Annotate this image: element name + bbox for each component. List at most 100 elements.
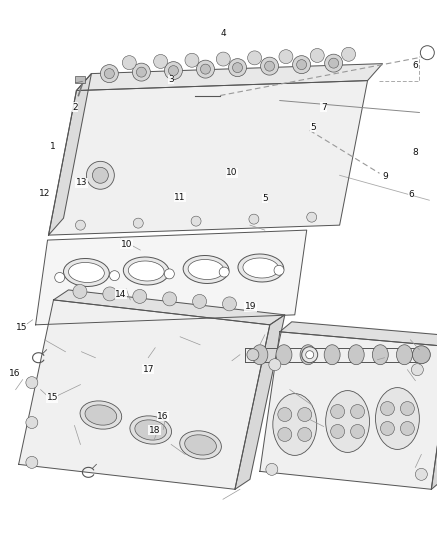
Text: 7: 7 [321,103,327,111]
Text: 10: 10 [121,240,132,249]
Circle shape [73,285,87,298]
Ellipse shape [324,345,340,365]
Ellipse shape [188,260,224,279]
Circle shape [164,62,182,79]
Ellipse shape [252,345,268,365]
Polygon shape [19,300,270,489]
Text: 2: 2 [72,103,78,111]
Ellipse shape [80,401,122,429]
Bar [75,76,85,83]
Circle shape [164,269,174,279]
Ellipse shape [348,345,364,365]
Circle shape [381,401,395,416]
Circle shape [420,46,434,60]
Circle shape [154,54,168,68]
Circle shape [201,64,210,74]
Text: 8: 8 [413,148,418,157]
Ellipse shape [372,345,389,365]
Circle shape [310,49,324,62]
Circle shape [132,63,150,81]
Circle shape [298,427,312,441]
Circle shape [331,405,345,418]
Circle shape [350,405,364,418]
Circle shape [269,359,281,370]
Text: 13: 13 [76,178,87,187]
Circle shape [415,469,427,480]
Circle shape [122,55,136,70]
Circle shape [279,50,293,63]
Circle shape [229,59,247,77]
Ellipse shape [124,257,169,285]
Circle shape [400,422,414,435]
Circle shape [219,267,229,277]
Circle shape [162,292,177,306]
Circle shape [278,427,292,441]
Text: 11: 11 [174,193,185,202]
Circle shape [265,61,275,71]
Circle shape [193,294,207,309]
Circle shape [247,51,261,65]
Circle shape [104,69,114,78]
Polygon shape [49,80,367,235]
Ellipse shape [180,431,221,459]
Text: 5: 5 [310,123,316,132]
Circle shape [197,60,215,78]
Text: 16: 16 [9,369,21,378]
Ellipse shape [183,255,229,284]
Circle shape [293,55,311,74]
Circle shape [223,297,237,311]
Circle shape [86,161,114,189]
Circle shape [307,212,317,222]
Circle shape [133,289,147,303]
Circle shape [278,408,292,422]
Text: 19: 19 [245,302,256,311]
Ellipse shape [273,393,317,455]
Ellipse shape [238,254,284,282]
Circle shape [297,60,307,70]
Circle shape [411,364,424,376]
Circle shape [261,57,279,75]
Circle shape [325,54,343,72]
Circle shape [133,218,143,228]
Text: 15: 15 [15,323,27,332]
Circle shape [331,424,345,439]
Circle shape [400,401,414,416]
Text: 14: 14 [115,289,127,298]
Ellipse shape [64,259,110,286]
Polygon shape [260,332,438,489]
Ellipse shape [185,435,216,455]
Ellipse shape [375,387,419,449]
Circle shape [381,422,395,435]
Text: 16: 16 [157,412,169,421]
Ellipse shape [130,416,172,444]
Circle shape [110,271,120,281]
Text: 5: 5 [262,194,268,203]
Circle shape [249,214,259,224]
Circle shape [185,53,199,67]
Polygon shape [77,63,382,91]
Text: 3: 3 [168,75,174,84]
Text: 15: 15 [46,393,58,402]
Circle shape [298,408,312,422]
Circle shape [26,377,38,389]
Ellipse shape [396,345,413,365]
Circle shape [413,346,430,364]
Text: 4: 4 [221,29,226,38]
Circle shape [247,349,259,361]
Text: 1: 1 [50,142,56,151]
Ellipse shape [68,262,104,282]
Circle shape [266,463,278,475]
Text: 12: 12 [39,189,50,198]
Text: 9: 9 [382,172,388,181]
Circle shape [136,67,146,77]
Ellipse shape [85,405,117,425]
Polygon shape [235,315,285,489]
Ellipse shape [128,261,164,281]
Circle shape [216,52,230,66]
Ellipse shape [300,345,316,365]
Text: 6: 6 [408,190,414,199]
Circle shape [103,287,117,301]
Circle shape [26,456,38,469]
Polygon shape [49,74,92,235]
Text: 6: 6 [413,61,418,70]
